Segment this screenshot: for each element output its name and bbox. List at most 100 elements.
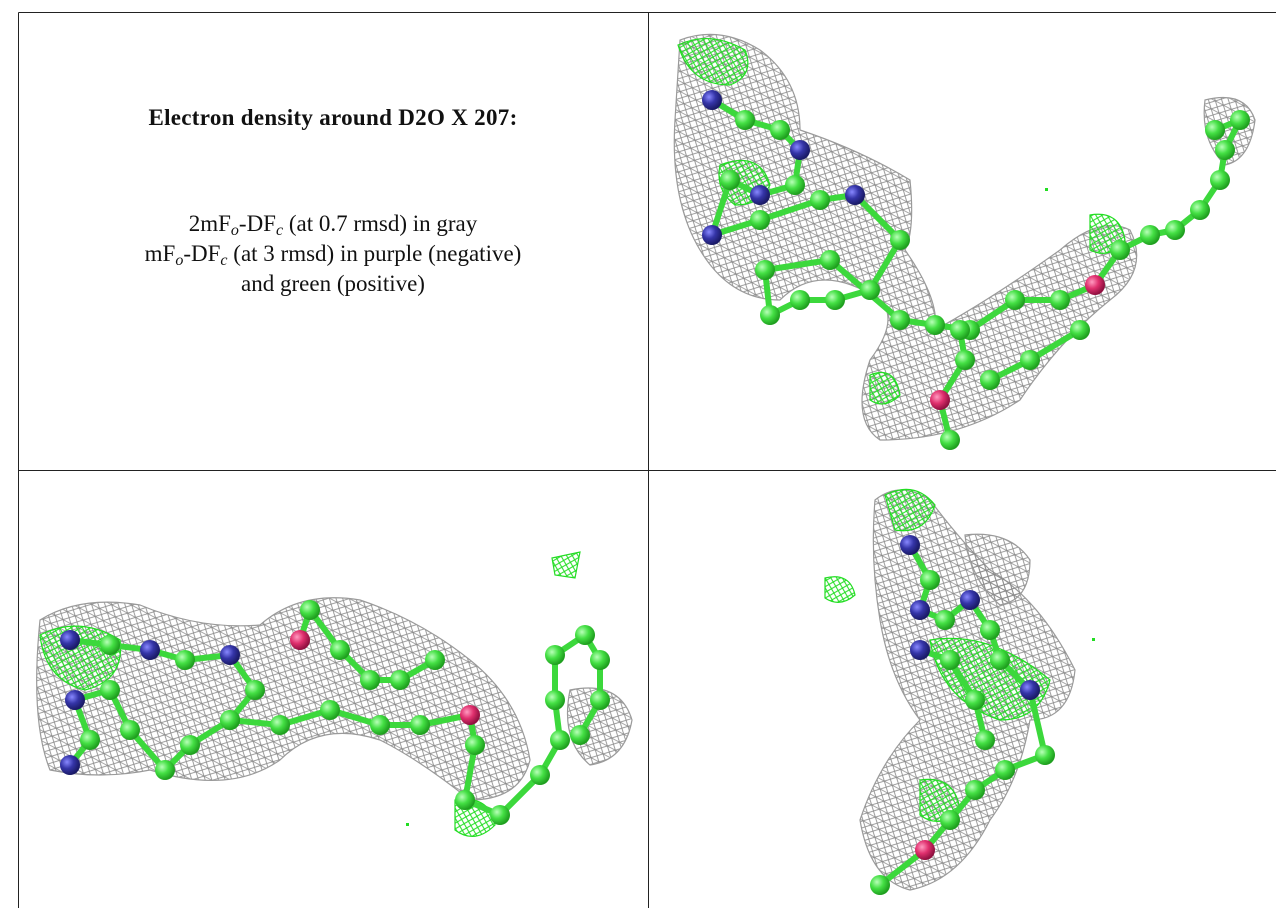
atom (810, 190, 830, 210)
atom (940, 810, 960, 830)
atom (460, 705, 480, 725)
atom (755, 260, 775, 280)
atom (940, 430, 960, 450)
atom (490, 805, 510, 825)
atom (820, 250, 840, 270)
atom (1215, 140, 1235, 160)
atom (530, 765, 550, 785)
atom (1210, 170, 1230, 190)
atom (465, 735, 485, 755)
atom (990, 650, 1010, 670)
atom (120, 720, 140, 740)
atom (575, 625, 595, 645)
atom (545, 690, 565, 710)
atom (330, 640, 350, 660)
atom (845, 185, 865, 205)
text: (at 0.7 rmsd) in gray (283, 211, 478, 236)
atom (980, 620, 1000, 640)
atom (870, 875, 890, 895)
atom (1190, 200, 1210, 220)
atom (950, 320, 970, 340)
atom (910, 600, 930, 620)
bond (1027, 687, 1048, 758)
atom (890, 310, 910, 330)
caption-line: 2mFo-DFc (at 0.7 rmsd) in gray (19, 209, 647, 239)
atom (320, 700, 340, 720)
atom (1020, 680, 1040, 700)
atom (890, 230, 910, 250)
atom (980, 370, 1000, 390)
atom (300, 600, 320, 620)
atom (60, 630, 80, 650)
atom (1110, 240, 1130, 260)
subscript: c (275, 222, 284, 239)
atom (900, 535, 920, 555)
atom (545, 645, 565, 665)
atom (750, 185, 770, 205)
subscript: o (230, 222, 239, 239)
atom (935, 610, 955, 630)
atom (930, 390, 950, 410)
atom (60, 755, 80, 775)
subscript: o (175, 252, 184, 269)
positive-density (39, 37, 1126, 837)
atom (1050, 290, 1070, 310)
atom (965, 780, 985, 800)
atom (1140, 225, 1160, 245)
atom (455, 790, 475, 810)
atom (1020, 350, 1040, 370)
caption-line: mFo-DFc (at 3 rmsd) in purple (negative) (19, 239, 647, 269)
atom (425, 650, 445, 670)
atom (590, 690, 610, 710)
atom (920, 570, 940, 590)
molecule-model (60, 90, 1250, 895)
noise-dot (406, 823, 409, 826)
atom (590, 650, 610, 670)
text: -DF (183, 241, 221, 266)
atom (860, 280, 880, 300)
caption-cell: Electron density around D2O X 207: 2mFo-… (19, 13, 647, 469)
atom (735, 110, 755, 130)
atom (960, 590, 980, 610)
atom (965, 690, 985, 710)
atom (360, 670, 380, 690)
atom (955, 350, 975, 370)
atom (80, 730, 100, 750)
atom (702, 225, 722, 245)
noise-dot (1045, 188, 1048, 191)
atom (220, 710, 240, 730)
atom (702, 90, 722, 110)
atom (975, 730, 995, 750)
caption-title: Electron density around D2O X 207: (148, 105, 518, 130)
text: (at 3 rmsd) in purple (negative) (227, 241, 522, 266)
table-borders (18, 12, 1276, 908)
atom (65, 690, 85, 710)
atom (1085, 275, 1105, 295)
atom (100, 635, 120, 655)
text: -DF (238, 211, 276, 236)
atom (155, 760, 175, 780)
atom (910, 640, 930, 660)
caption-text: 2mFo-DFc (at 0.7 rmsd) in gray mFo-DFc (… (19, 209, 647, 299)
atom (220, 645, 240, 665)
atom (410, 715, 430, 735)
atom (245, 680, 265, 700)
atom (785, 175, 805, 195)
atom (825, 290, 845, 310)
atom (175, 650, 195, 670)
atom (1070, 320, 1090, 340)
atom (570, 725, 590, 745)
atom (290, 630, 310, 650)
atom (270, 715, 290, 735)
atom (390, 670, 410, 690)
text: mF (144, 241, 176, 266)
atom (100, 680, 120, 700)
atom (760, 305, 780, 325)
text: and green (positive) (241, 271, 425, 296)
atom (1035, 745, 1055, 765)
text: 2mF (188, 211, 231, 236)
subscript: c (220, 252, 228, 269)
atom (720, 170, 740, 190)
